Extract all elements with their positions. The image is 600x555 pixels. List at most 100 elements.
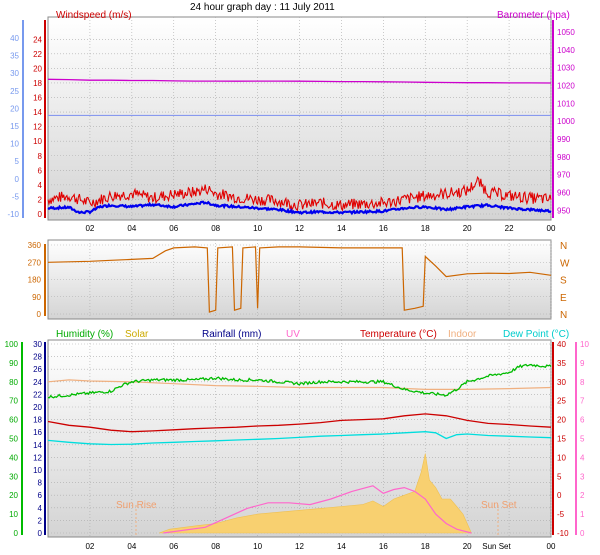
wind-mph-tick: 20 (10, 104, 19, 113)
wind-mph-tick: 25 (10, 87, 19, 96)
barometer-tick: 1030 (557, 64, 575, 73)
humidity-label: Humidity (%) (56, 329, 113, 340)
wind-hour-tick: 02 (85, 224, 94, 233)
humidity-tick: 100 (5, 340, 19, 349)
wind-hour-tick: 22 (505, 224, 514, 233)
wind-gust-line (47, 175, 552, 212)
rainfall-tick: 18 (33, 416, 42, 425)
direction-compass-label: E (560, 293, 567, 304)
wind-ms-tick: 24 (33, 35, 42, 44)
rainfall-tick: 30 (33, 340, 42, 349)
wind-mph-tick: 40 (10, 34, 19, 43)
barometer-axis-title: Barometer (hpa) (497, 10, 570, 21)
temperature-tick: -10 (557, 529, 569, 538)
rainfall-tick: 2 (38, 516, 43, 525)
wind-ms-tick: 12 (33, 123, 42, 132)
wind-hour-tick: 04 (127, 224, 136, 233)
wind-hour-tick: 08 (211, 224, 220, 233)
rainfall-tick: 8 (38, 479, 43, 488)
uv-tick: 9 (580, 359, 585, 368)
wind-mph-tick: 35 (10, 52, 19, 61)
rainfall-tick: 26 (33, 365, 42, 374)
uv-tick: 8 (580, 378, 585, 387)
temp-hour-tick: 08 (211, 542, 220, 551)
temp-hour-tick: 02 (85, 542, 94, 551)
barometer-tick: 1010 (557, 99, 575, 108)
direction-tick: 360 (28, 241, 42, 250)
wind-ms-tick: 22 (33, 50, 42, 59)
sunrise-annotation: Sun Rise (116, 500, 157, 511)
barometer-tick: 960 (557, 189, 571, 198)
wind-ms-tick: 6 (38, 166, 43, 175)
wind-mph-tick: -5 (12, 192, 20, 201)
dew-point-line (47, 431, 552, 446)
temperature-tick: 25 (557, 397, 566, 406)
temperature-tick: 5 (557, 472, 562, 481)
uv-tick: 4 (580, 453, 585, 462)
barometer-tick: 1040 (557, 46, 575, 55)
wind-axis-title: Windspeed (m/s) (56, 10, 132, 21)
humidity-tick: 0 (14, 529, 19, 538)
rainfall-tick: 4 (38, 504, 43, 513)
temperature-tick: 30 (557, 378, 566, 387)
humidity-tick: 70 (9, 397, 18, 406)
temp-hour-tick: 06 (169, 542, 178, 551)
rainfall-tick: 24 (33, 378, 42, 387)
wind-mph-tick: 5 (15, 157, 20, 166)
wind-hour-tick: 18 (421, 224, 430, 233)
temp-hour-tick: 20 (463, 542, 472, 551)
uv-tick: 5 (580, 435, 585, 444)
temp-hour-tick: 14 (337, 542, 346, 551)
wind-mph-tick: 30 (10, 69, 19, 78)
rainfall-tick: 28 (33, 353, 42, 362)
chart-title: 24 hour graph day : 11 July 2011 (190, 2, 335, 13)
wind-hour-tick: 10 (253, 224, 262, 233)
rainfall-tick: 10 (33, 466, 42, 475)
uv-tick: 1 (580, 510, 585, 519)
humidity-tick: 40 (9, 453, 18, 462)
temperature-label: Temperature (°C) (360, 329, 437, 340)
temp-hour-tick: 16 (379, 542, 388, 551)
uv-tick: 2 (580, 491, 585, 500)
uv-line (163, 485, 472, 534)
temperature-tick: -5 (557, 510, 565, 519)
uv-tick: 7 (580, 397, 585, 406)
wind-hour-tick: 16 (379, 224, 388, 233)
indoor-line (47, 379, 552, 390)
humidity-tick: 80 (9, 378, 18, 387)
wind-ms-tick: 8 (38, 152, 43, 161)
temp-hour-tick: Sun Set (482, 542, 511, 551)
temperature-tick: 35 (557, 359, 566, 368)
wind-hour-tick: 12 (295, 224, 304, 233)
barometer-tick: 1020 (557, 82, 575, 91)
barometer-tick: 1050 (557, 28, 575, 37)
temperature-tick: 40 (557, 340, 566, 349)
direction-compass-label: N (560, 310, 567, 321)
wind-ms-tick: 4 (38, 181, 43, 190)
sunset-annotation: Sun Set (481, 500, 517, 511)
temperature-tick: 0 (557, 491, 562, 500)
wind-mph-tick: 10 (10, 140, 19, 149)
humidity-tick: 90 (9, 359, 18, 368)
humidity-tick: 50 (9, 435, 18, 444)
temp-hour-tick: 18 (421, 542, 430, 551)
wind-ms-tick: 20 (33, 64, 42, 73)
temp-tick-labels: 1009080706050403020100302826242220181614… (5, 340, 590, 551)
wind-direction-line (47, 246, 552, 313)
rainfall-tick: 6 (38, 491, 43, 500)
uv-tick: 10 (580, 340, 589, 349)
humidity-tick: 60 (9, 416, 18, 425)
direction-compass-label: S (560, 276, 567, 287)
temperature-tick: 10 (557, 453, 566, 462)
wind-hour-tick: 00 (547, 224, 556, 233)
barometer-tick: 1000 (557, 117, 575, 126)
direction-tick: 0 (37, 310, 42, 319)
uv-tick: 6 (580, 416, 585, 425)
temp-hour-tick: 00 (547, 542, 556, 551)
humidity-tick: 30 (9, 472, 18, 481)
temp-hour-tick: 10 (253, 542, 262, 551)
direction-compass-label: N (560, 241, 567, 252)
